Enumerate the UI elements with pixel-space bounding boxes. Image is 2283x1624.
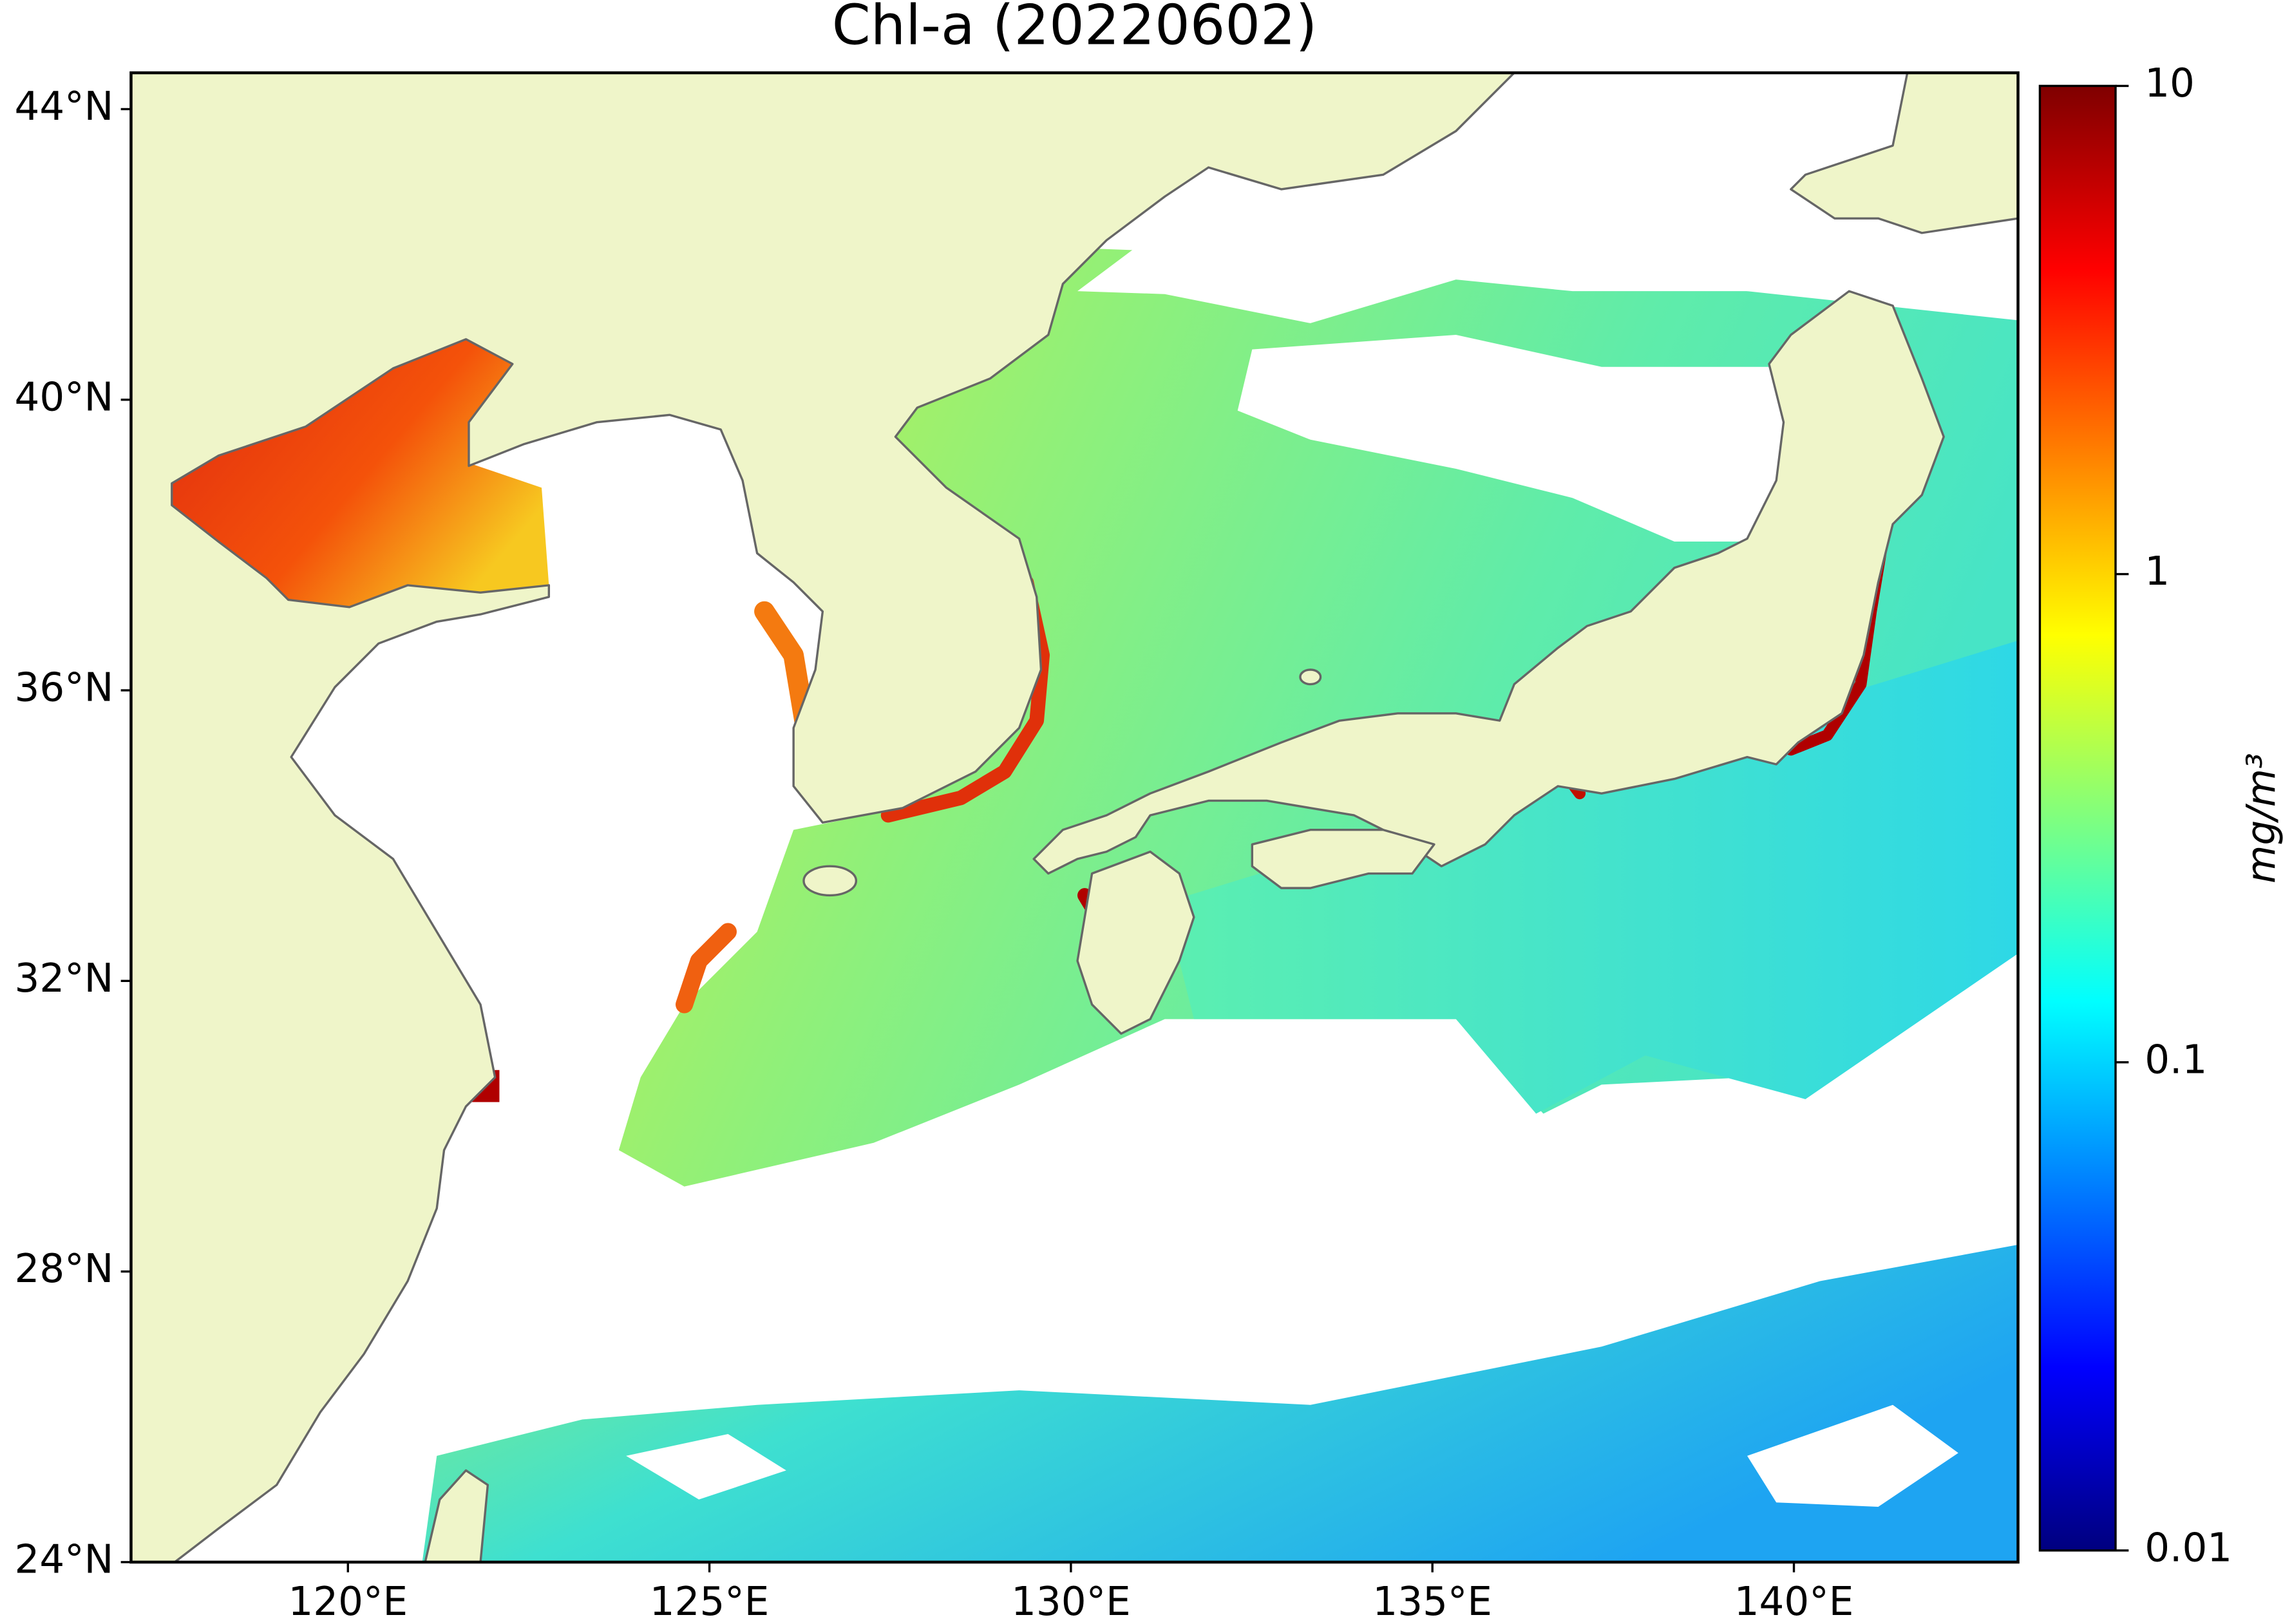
x-tick-label: 120°E [288, 1579, 408, 1624]
taiwan [424, 1469, 489, 1562]
shikoku [1251, 828, 1435, 889]
bohai-field [171, 339, 549, 607]
x-tick-label: 140°E [1734, 1579, 1854, 1624]
cloud [1747, 1404, 1958, 1507]
colorbar-tick-label: 0.01 [2145, 1525, 2232, 1571]
cloud [626, 1433, 786, 1500]
mainland [131, 73, 1515, 1562]
colorbar-label: mg/m³ [2239, 753, 2283, 883]
honshu [1032, 290, 1945, 875]
jeju [802, 865, 858, 897]
colorbar [2038, 84, 2117, 1552]
cloud [1237, 335, 1794, 542]
x-tick-label: 135°E [1372, 1579, 1492, 1624]
map-frame [129, 71, 2020, 1564]
map-area [131, 73, 2018, 1562]
hokkaido [1790, 73, 2018, 234]
x-tick-label: 125°E [650, 1579, 770, 1624]
coastal-bloom [676, 923, 737, 1014]
cloud [1077, 113, 1794, 323]
y-tick-label: 44°N [15, 84, 114, 129]
y-tick-label: 32°N [15, 956, 114, 1001]
x-tick-label: 130°E [1011, 1579, 1131, 1624]
y-tick-label: 24°N [15, 1536, 114, 1582]
y-tick-label: 40°N [15, 374, 114, 420]
sea-field [1164, 640, 2018, 1114]
colorbar-tick-label: 0.1 [2145, 1037, 2207, 1082]
colorbar-tick-label: 10 [2145, 61, 2195, 106]
island [1299, 668, 1322, 686]
chart-title: Chl-a (20220602) [832, 0, 1318, 58]
colorbar-tick-label: 1 [2145, 549, 2170, 594]
y-tick-label: 28°N [15, 1246, 114, 1292]
y-tick-label: 36°N [15, 665, 114, 711]
sea-field [422, 1245, 2018, 1562]
kyushu [1076, 850, 1195, 1035]
